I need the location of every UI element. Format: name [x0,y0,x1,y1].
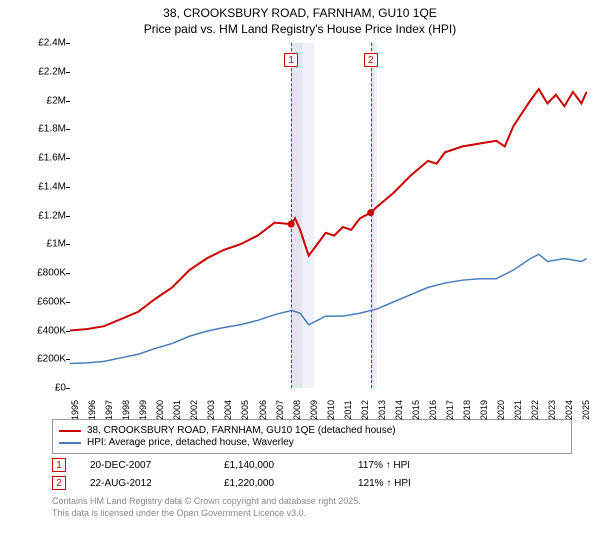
x-tick-label: 2018 [462,400,472,420]
y-tick-label: £1M [30,239,66,250]
x-tick-label: 1996 [87,400,97,420]
y-tick-label: £2.4M [30,38,66,49]
x-tick-label: 2007 [275,400,285,420]
sale-marker: 2 [52,476,66,490]
price-chart: 12 1995199619971998199920002001200220032… [30,43,590,413]
sale-row: 2 22-AUG-2012 £1,220,000 121% ↑ HPI [52,476,572,490]
x-tick-label: 1997 [104,400,114,420]
x-tick-label: 2025 [581,400,591,420]
x-tick-label: 2021 [513,400,523,420]
x-tick-label: 2014 [394,400,404,420]
x-tick-label: 2023 [547,400,557,420]
sale-row: 1 20-DEC-2007 £1,140,000 117% ↑ HPI [52,458,572,472]
y-tick-label: £0 [30,383,66,394]
sale-pct: 117% ↑ HPI [358,460,410,471]
x-tick-label: 2005 [240,400,250,420]
x-tick-label: 2015 [411,400,421,420]
y-tick-label: £2.2M [30,66,66,77]
x-tick-label: 2016 [428,400,438,420]
y-tick-label: £1.2M [30,210,66,221]
legend-item: HPI: Average price, detached house, Wave… [59,437,565,448]
legend: 38, CROOKSBURY ROAD, FARNHAM, GU10 1QE (… [52,419,572,454]
y-tick-label: £1.6M [30,153,66,164]
x-tick-label: 1995 [70,400,80,420]
x-tick-label: 2013 [377,400,387,420]
y-tick-label: £1.8M [30,124,66,135]
x-tick-label: 2001 [172,400,182,420]
legend-label: 38, CROOKSBURY ROAD, FARNHAM, GU10 1QE (… [87,425,396,436]
x-tick-label: 2003 [206,400,216,420]
x-tick-label: 2017 [445,400,455,420]
title-line1: 38, CROOKSBURY ROAD, FARNHAM, GU10 1QE [10,6,590,22]
y-tick-label: £800K [30,268,66,279]
x-tick-label: 2000 [155,400,165,420]
x-tick-label: 2024 [564,400,574,420]
sale-price: £1,140,000 [224,460,334,471]
sale-marker: 1 [52,458,66,472]
sales-table: 1 20-DEC-2007 £1,140,000 117% ↑ HPI 2 22-AUG-… [52,458,572,490]
y-tick-label: £200K [30,354,66,365]
x-tick-label: 2020 [496,400,506,420]
sale-date: 22-AUG-2012 [90,478,200,489]
footer: Contains HM Land Registry data © Crown c… [52,496,590,519]
title-line2: Price paid vs. HM Land Registry's House … [10,22,590,38]
x-tick-label: 2009 [309,400,319,420]
sale-pct: 121% ↑ HPI [358,478,411,489]
x-tick-label: 1998 [121,400,131,420]
footer-line2: This data is licensed under the Open Gov… [52,508,590,520]
y-tick-label: £600K [30,296,66,307]
y-tick-label: £1.4M [30,181,66,192]
x-tick-label: 2008 [292,400,302,420]
y-tick-label: £2M [30,95,66,106]
legend-item: 38, CROOKSBURY ROAD, FARNHAM, GU10 1QE (… [59,425,565,436]
x-tick-label: 2004 [223,400,233,420]
x-tick-label: 2022 [530,400,540,420]
x-tick-label: 1999 [138,400,148,420]
x-tick-label: 2010 [326,400,336,420]
sale-price: £1,220,000 [224,478,334,489]
x-tick-label: 2006 [258,400,268,420]
x-tick-label: 2012 [360,400,370,420]
x-tick-label: 2019 [479,400,489,420]
x-tick-label: 2011 [343,401,353,420]
sale-date: 20-DEC-2007 [90,460,200,471]
legend-label: HPI: Average price, detached house, Wave… [87,437,294,448]
y-tick-label: £400K [30,325,66,336]
footer-line1: Contains HM Land Registry data © Crown c… [52,496,590,508]
x-tick-label: 2002 [189,400,199,420]
